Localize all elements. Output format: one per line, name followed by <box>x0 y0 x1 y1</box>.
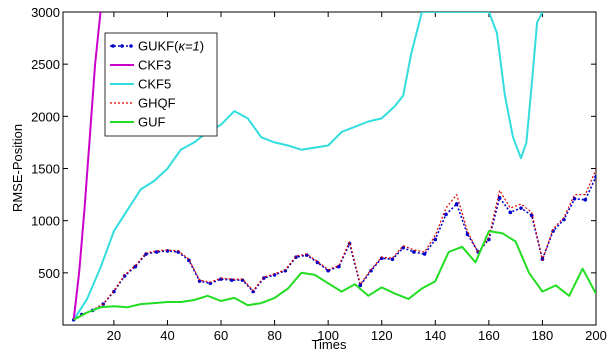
x-tick-label: 80 <box>267 328 281 343</box>
series-line-ghqf <box>73 169 596 321</box>
x-axis-ticks: 20 40 60 80 100 120 140 160 180 200 <box>107 12 607 343</box>
series-point-gukf <box>122 274 127 278</box>
x-tick-label: 60 <box>214 328 228 343</box>
x-tick-label: 120 <box>371 328 393 343</box>
series-point-gukf <box>412 250 416 254</box>
series-point-gukf <box>454 202 459 206</box>
y-tick-label: 500 <box>38 266 60 281</box>
series-point-gukf <box>369 268 373 273</box>
legend-label: CKF3 <box>138 58 171 73</box>
series-layer <box>71 12 596 322</box>
x-tick-label: 180 <box>532 328 554 343</box>
series-point-gukf <box>315 260 320 265</box>
series-point-gukf <box>422 252 427 256</box>
series-point-gukf <box>444 212 448 217</box>
legend-label: CKF5 <box>138 77 171 92</box>
series-line-ckf3 <box>72 12 102 320</box>
series-point-gukf <box>133 264 138 269</box>
series-point-gukf <box>583 198 588 202</box>
series-point-gukf <box>497 195 502 200</box>
y-tick-label: 3000 <box>31 5 60 20</box>
series-point-gukf <box>572 196 577 201</box>
legend-label: GHQF <box>138 96 176 111</box>
y-axis-ticks: 500 1000 1500 2000 2500 3000 <box>31 5 596 281</box>
series-point-gukf <box>358 283 363 288</box>
legend-marker <box>111 44 115 48</box>
y-tick-label: 2500 <box>31 57 60 72</box>
x-axis-label: Times <box>312 337 347 352</box>
series-point-gukf <box>337 264 341 269</box>
series-point-gukf <box>401 245 405 250</box>
x-tick-label: 160 <box>478 328 500 343</box>
x-tick-label: 100 <box>317 328 339 343</box>
y-tick-label: 1500 <box>31 162 60 177</box>
series-line-guf <box>73 230 596 321</box>
x-tick-label: 40 <box>160 328 174 343</box>
legend-label: GUKF(κ=1) <box>138 39 204 54</box>
series-point-gukf <box>390 257 395 262</box>
legend-label: GUF <box>138 115 166 130</box>
series-point-gukf <box>519 206 523 210</box>
y-tick-label: 1000 <box>31 214 60 229</box>
y-tick-label: 2000 <box>31 109 60 124</box>
x-tick-label: 20 <box>107 328 121 343</box>
y-axis-label: RMSE-Position <box>10 124 25 212</box>
legend: GUKF(κ=1) CKF3 CKF5 GHQF GUF <box>104 32 218 137</box>
legend-marker <box>129 44 133 48</box>
series-line-ckf5 <box>72 12 544 321</box>
series-point-gukf <box>433 237 438 242</box>
x-tick-label: 140 <box>424 328 446 343</box>
series-point-gukf <box>251 289 255 294</box>
legend-marker <box>120 44 124 48</box>
series-point-gukf <box>197 279 202 283</box>
x-tick-label: 200 <box>585 328 607 343</box>
series-point-gukf <box>508 210 513 215</box>
series-point-gukf <box>594 175 596 179</box>
